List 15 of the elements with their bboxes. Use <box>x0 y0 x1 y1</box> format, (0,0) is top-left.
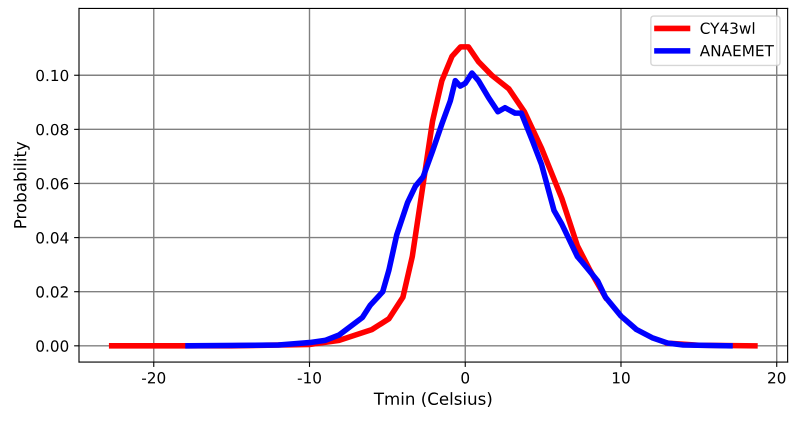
x-axis-title: Tmin (Celsius) <box>374 392 492 407</box>
y-tick-label: 0.02 <box>36 286 68 298</box>
x-tick-label: 10 <box>612 372 630 384</box>
y-tick-label: 0.00 <box>36 340 68 352</box>
legend-label: ANAEMET <box>700 45 774 56</box>
y-tick-label: 0.08 <box>36 124 68 136</box>
y-tick-label: 0.04 <box>36 232 68 244</box>
y-tick-label: 0.06 <box>36 178 68 190</box>
x-tick-label: -20 <box>142 372 166 384</box>
x-tick-label: 0 <box>461 372 470 384</box>
y-tick-label: 0.10 <box>36 70 68 82</box>
x-tick-label: 20 <box>768 372 786 384</box>
legend-label: CY43wl <box>700 22 754 34</box>
y-axis-title: Probability <box>14 142 30 228</box>
x-tick-label: -10 <box>298 372 321 384</box>
